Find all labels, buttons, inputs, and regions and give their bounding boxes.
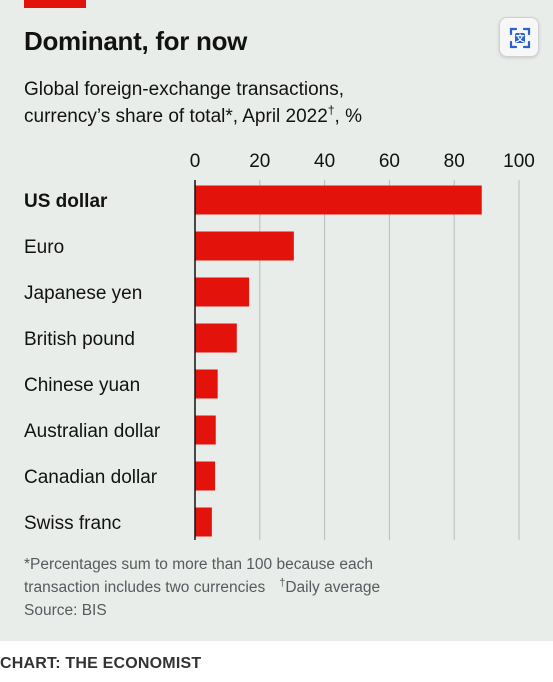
category-label: British pound bbox=[24, 329, 135, 350]
bars bbox=[195, 185, 482, 537]
chart-credit: CHART: THE ECONOMIST bbox=[0, 655, 202, 672]
chart-card: Dominant, for now Global foreign-exchang… bbox=[0, 0, 553, 641]
footnote-dagger: † bbox=[279, 577, 286, 589]
x-tick-label: 60 bbox=[379, 151, 400, 172]
x-tick-label: 80 bbox=[444, 151, 465, 172]
category-label: Australian dollar bbox=[24, 421, 161, 442]
category-label: US dollar bbox=[24, 191, 108, 212]
footnote: *Percentages sum to more than 100 becaus… bbox=[24, 553, 524, 622]
x-tick-label: 0 bbox=[190, 151, 201, 172]
category-label: Chinese yuan bbox=[24, 375, 140, 396]
footnote-text: transaction includes two currencies bbox=[24, 579, 266, 596]
category-label: Swiss franc bbox=[24, 513, 121, 534]
x-tick-label: 40 bbox=[314, 151, 335, 172]
footnote-line-2: transaction includes two currencies †Dail… bbox=[24, 576, 524, 599]
subtitle-unit: , % bbox=[334, 106, 362, 127]
subtitle-text: currency’s share of total*, April 2022 bbox=[24, 106, 328, 127]
bar-chart: 0 20 40 60 80 100 US dollar Euro Japanese yen Br… bbox=[24, 151, 535, 540]
subtitle-line-2: currency’s share of total*, April 2022†,… bbox=[24, 103, 494, 130]
bar bbox=[195, 323, 237, 353]
bar bbox=[195, 415, 216, 445]
category-labels: US dollar Euro Japanese yen British pound Ch… bbox=[24, 191, 161, 534]
bar bbox=[195, 369, 218, 399]
x-tick-label: 100 bbox=[503, 151, 535, 172]
source-line: Source: BIS bbox=[24, 602, 107, 619]
bar bbox=[195, 231, 294, 261]
footnote-line-1: *Percentages sum to more than 100 becaus… bbox=[24, 556, 373, 573]
translate-icon[interactable]: 文 bbox=[499, 17, 539, 57]
bar bbox=[195, 507, 212, 537]
brand-red-tag bbox=[24, 0, 86, 8]
subtitle-line-1: Global foreign-exchange transactions, bbox=[24, 79, 345, 100]
subtitle-dagger: † bbox=[327, 103, 335, 117]
bar bbox=[195, 277, 250, 307]
x-tick-label: 20 bbox=[249, 151, 270, 172]
chart-title: Dominant, for now bbox=[24, 26, 248, 56]
bar bbox=[195, 461, 216, 491]
category-label: Japanese yen bbox=[24, 283, 142, 304]
svg-text:文: 文 bbox=[514, 33, 525, 44]
category-label: Canadian dollar bbox=[24, 467, 158, 488]
gridlines bbox=[259, 180, 520, 540]
bar bbox=[195, 185, 482, 215]
chart-subtitle: Global foreign-exchange transactions, cu… bbox=[24, 76, 494, 130]
category-label: Euro bbox=[24, 237, 64, 258]
footnote-dagger-text: Daily average bbox=[285, 579, 381, 596]
translate-icon-glyph: 文 bbox=[509, 27, 531, 49]
x-tick-labels: 0 20 40 60 80 100 bbox=[190, 151, 535, 172]
